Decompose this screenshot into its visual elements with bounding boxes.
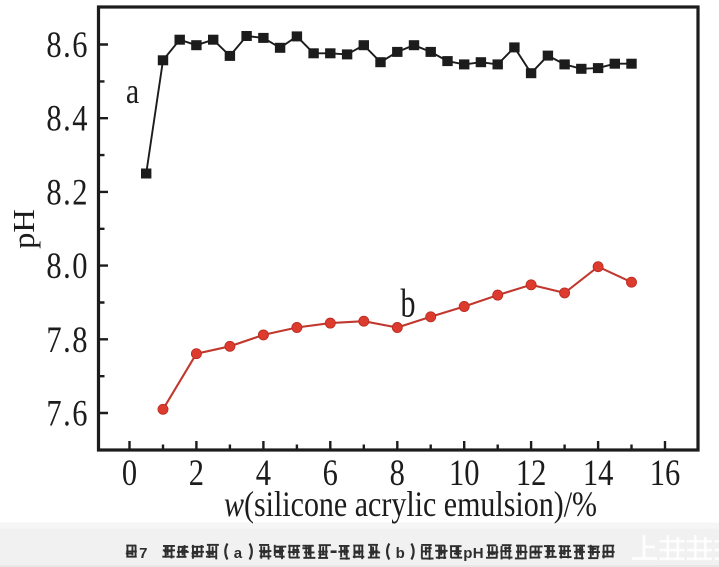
svg-text:8.6: 8.6 [46, 25, 89, 65]
svg-text:p: p [463, 545, 472, 562]
svg-text:7: 7 [139, 545, 147, 562]
svg-text:a: a [126, 73, 140, 112]
svg-text:10: 10 [449, 453, 479, 493]
svg-text:16: 16 [650, 453, 680, 493]
svg-text:8.2: 8.2 [46, 173, 89, 213]
svg-text:H: H [473, 545, 484, 562]
svg-text:12: 12 [516, 453, 546, 493]
svg-text:14: 14 [583, 453, 614, 493]
svg-text:4: 4 [256, 453, 271, 493]
svg-text:8.0: 8.0 [46, 246, 89, 286]
svg-text:0: 0 [122, 453, 137, 493]
svg-text:7.6: 7.6 [46, 394, 89, 434]
svg-text:7.8: 7.8 [46, 320, 89, 360]
svg-text:b: b [396, 545, 405, 562]
svg-text:a: a [234, 545, 243, 562]
svg-text:2: 2 [189, 453, 204, 493]
svg-text:8.4: 8.4 [46, 99, 89, 139]
svg-text:6: 6 [323, 453, 338, 493]
svg-text:8: 8 [390, 453, 405, 493]
svg-text:pH: pH [7, 209, 41, 249]
svg-text:w(silicone acrylic emulsion)/%: w(silicone acrylic emulsion)/% [224, 484, 597, 524]
svg-text:b: b [401, 280, 416, 325]
